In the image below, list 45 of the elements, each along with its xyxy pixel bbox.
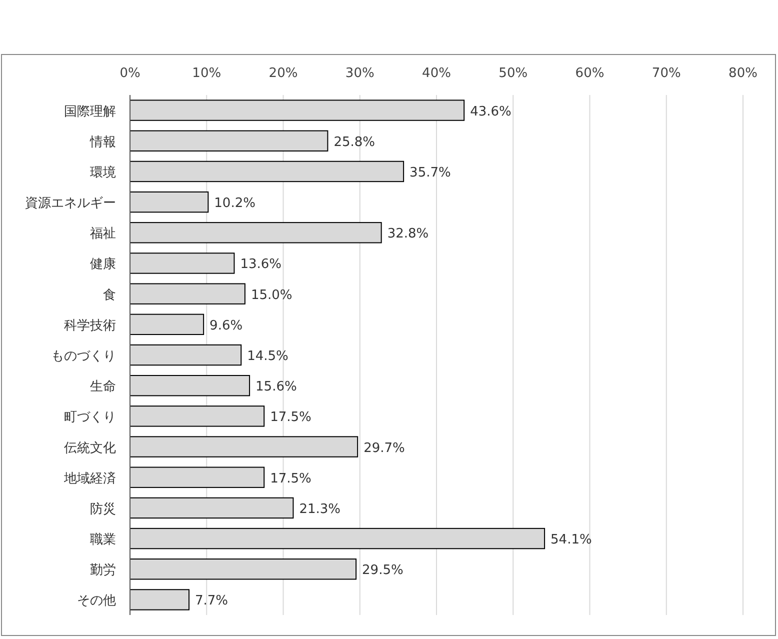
- data-label: 32.8%: [387, 226, 429, 242]
- y-tick-label: 生命: [90, 380, 116, 395]
- data-label: 35.7%: [410, 165, 451, 180]
- x-tick-label: 60%: [575, 66, 604, 81]
- data-label: 13.6%: [240, 257, 282, 272]
- data-label: 15.6%: [256, 380, 297, 395]
- data-label: 54.1%: [550, 532, 592, 548]
- data-label: 29.7%: [364, 440, 405, 456]
- y-tick-label: ものづくり: [51, 349, 116, 364]
- x-tick-label: 30%: [345, 66, 374, 81]
- data-label: 17.5%: [270, 471, 312, 486]
- data-label: 7.7%: [195, 594, 228, 609]
- y-tick-label: 町づくり: [64, 410, 116, 426]
- y-tick-label: 食: [103, 288, 116, 303]
- y-tick-label: 福祉: [90, 226, 116, 242]
- data-label: 10.2%: [214, 196, 256, 212]
- y-tick-label: 情報: [89, 134, 116, 150]
- y-tick-label: 地域経済: [63, 470, 116, 486]
- data-label: 21.3%: [299, 502, 341, 517]
- y-tick-label: 職業: [90, 532, 116, 548]
- y-tick-label: 資源エネルギー: [25, 196, 116, 212]
- x-tick-label: 80%: [728, 66, 758, 81]
- x-tick-label: 40%: [422, 66, 451, 81]
- bar: [130, 589, 190, 610]
- y-tick-label: 国際理解: [64, 104, 116, 120]
- y-tick-label: 健康: [90, 257, 116, 272]
- x-tick-label: 10%: [192, 66, 222, 81]
- data-label: 15.0%: [250, 288, 292, 303]
- data-label: 29.5%: [362, 563, 404, 578]
- data-label: 14.5%: [247, 349, 288, 364]
- y-tick-label: 勤労: [90, 563, 116, 578]
- y-tick-label: その他: [77, 594, 116, 609]
- y-tick-label: 環境: [90, 164, 116, 180]
- bar: [130, 314, 204, 336]
- y-tick-label: 伝統文化: [64, 440, 116, 456]
- x-tick-label: 0%: [120, 66, 140, 81]
- x-tick-label: 70%: [652, 66, 681, 81]
- data-label: 17.5%: [270, 410, 312, 426]
- data-label: 43.6%: [470, 104, 512, 120]
- x-tick-label: 20%: [268, 66, 298, 81]
- data-label: 25.8%: [334, 134, 376, 150]
- x-tick-label: 50%: [498, 66, 528, 81]
- y-tick-label: 防災: [90, 502, 116, 517]
- y-tick-label: 科学技術: [64, 318, 116, 334]
- data-label: 9.6%: [210, 318, 243, 334]
